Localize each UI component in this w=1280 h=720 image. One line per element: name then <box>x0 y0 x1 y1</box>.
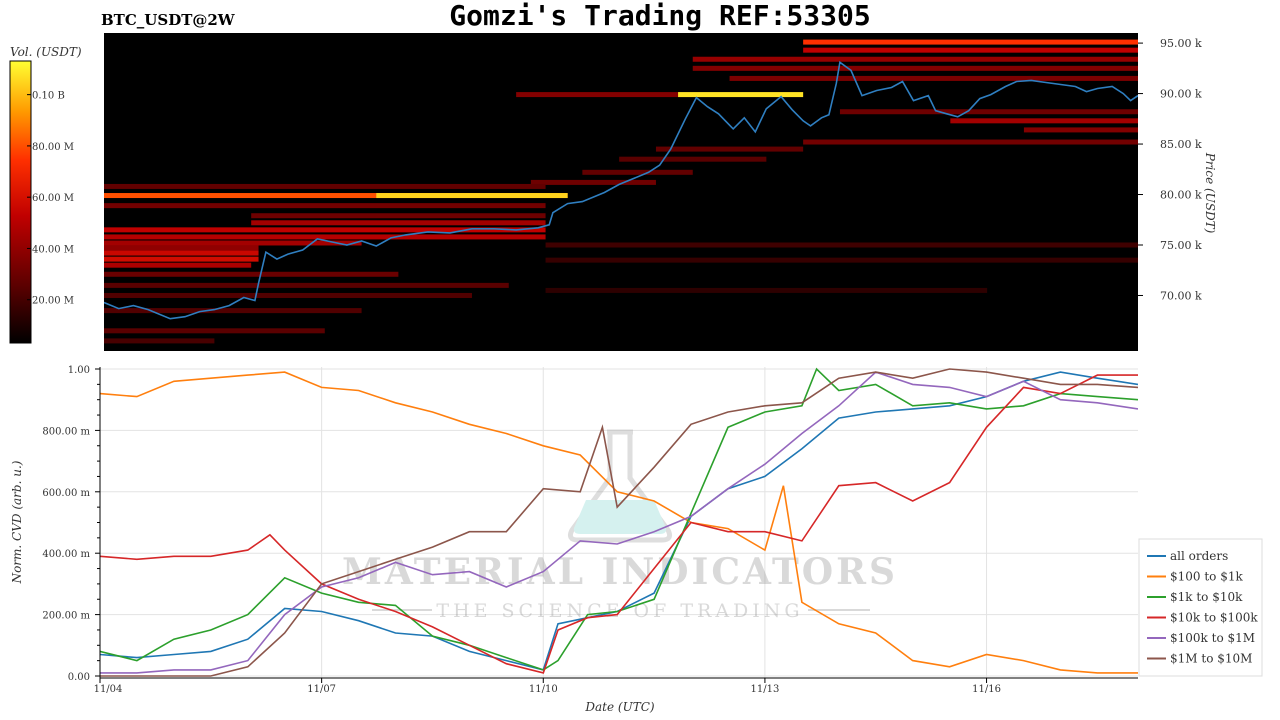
cvd-y-tick-label: 200.00 m <box>42 611 90 622</box>
price-tick-label: 90.00 k <box>1160 88 1202 101</box>
liquidity-band-3 <box>516 92 679 98</box>
heatmap-background <box>104 33 1138 351</box>
cvd-y-tick-label: 400.00 m <box>42 549 90 560</box>
liquidity-band-26 <box>104 256 259 262</box>
liquidity-band-28 <box>104 271 399 277</box>
cvd-x-tick-label: 11/07 <box>307 684 336 695</box>
colorbar-tick-label: 0.10 B <box>32 91 65 102</box>
colorbar-tick-label: 80.00 M <box>32 142 74 153</box>
liquidity-band-13 <box>655 146 804 152</box>
legend-label: $100 to $1k <box>1170 570 1243 584</box>
liquidity-band-29 <box>104 282 509 288</box>
cvd-y-tick-label: 1.00 <box>68 365 90 376</box>
price-tick-label: 80.00 k <box>1160 189 1202 202</box>
watermark-brand: MATERIAL INDICATORS <box>342 551 898 593</box>
legend-label: $100k to $1M <box>1170 631 1255 645</box>
x-axis-label: Date (UTC) <box>584 700 654 714</box>
colorbar-tick-label: 60.00 M <box>32 193 74 204</box>
cvd-axis-ticks: 0.00 200.00 m 400.00 m 600.00 m 800.00 m 1.00… <box>42 365 1001 695</box>
price-tick-label: 75.00 k <box>1160 239 1202 252</box>
colorbar-ticks: 0.10 B 80.00 M 60.00 M 40.00 M 20.00 M <box>27 91 74 307</box>
legend: all orders $100 to $1k $1k to $10k $10k to … <box>1147 549 1258 666</box>
liquidity-band-35 <box>545 257 1138 263</box>
watermark: MATERIAL INDICATORS THE SCIENCE OF TRADI… <box>342 429 898 622</box>
liquidity-band-15 <box>582 169 693 175</box>
liquidity-band-24 <box>104 245 259 251</box>
liquidity-band-31 <box>104 308 362 314</box>
liquidity-band-22 <box>104 234 546 240</box>
cvd-series-5 <box>100 368 1138 677</box>
liquidity-band-14 <box>619 156 767 162</box>
cvd-y-tick-label: 600.00 m <box>42 488 90 499</box>
cvd-y-tick-label: 0.00 <box>68 672 90 683</box>
heatmap-bands <box>104 39 1138 344</box>
colorbar <box>9 60 32 344</box>
colorbar-tick-label: 40.00 M <box>32 244 74 255</box>
colorbar-label: Vol. (USDT) <box>10 45 82 59</box>
liquidity-band-1 <box>376 193 568 199</box>
colorbar-tick-label: 20.00 M <box>32 296 74 307</box>
liquidity-band-20 <box>251 220 546 226</box>
price-axis-label: Price (USDT) <box>1203 152 1217 234</box>
cvd-axis-label: Norm. CVD (arb. u.) <box>10 460 24 584</box>
flask-liquid-icon <box>573 500 667 534</box>
price-tick-label: 70.00 k <box>1160 289 1202 302</box>
liquidity-band-12 <box>803 139 1138 145</box>
legend-box <box>1138 538 1263 677</box>
cvd-y-tick-label: 800.00 m <box>42 426 90 437</box>
liquidity-band-18 <box>104 203 546 209</box>
liquidity-band-5 <box>803 47 1138 53</box>
liquidity-band-0 <box>104 193 568 199</box>
flask-icon <box>568 429 672 543</box>
liquidity-band-9 <box>839 109 1138 115</box>
liquidity-band-27 <box>104 262 252 268</box>
liquidity-band-10 <box>950 118 1138 124</box>
liquidity-band-33 <box>104 338 215 344</box>
liquidity-band-36 <box>545 287 988 293</box>
liquidity-band-8 <box>729 75 1138 81</box>
cvd-x-tick-label: 11/16 <box>972 684 1001 695</box>
cvd-lines <box>100 367 1138 677</box>
liquidity-band-32 <box>104 328 325 334</box>
cvd-series-2 <box>100 367 1138 671</box>
liquidity-band-16 <box>530 179 656 185</box>
liquidity-band-30 <box>104 292 472 298</box>
liquidity-band-11 <box>1023 127 1138 133</box>
cvd-x-tick-label: 11/10 <box>529 684 558 695</box>
legend-label: $10k to $100k <box>1170 611 1258 625</box>
liquidity-band-17 <box>104 183 546 189</box>
legend-label: all orders <box>1170 549 1228 563</box>
liquidity-band-21 <box>104 227 546 233</box>
cvd-x-tick-label: 11/04 <box>94 684 123 695</box>
cvd-x-tick-label: 11/13 <box>750 684 779 695</box>
price-tick-label: 85.00 k <box>1160 138 1202 151</box>
liquidity-band-25 <box>104 250 259 256</box>
liquidity-band-4 <box>803 39 1138 45</box>
cvd-series-1 <box>100 371 1138 674</box>
price-line <box>104 60 1138 320</box>
liquidity-band-2 <box>678 92 804 98</box>
liquidity-band-19 <box>251 213 546 219</box>
chart-title: Gomzi's Trading REF:53305 <box>449 0 870 32</box>
legend-label: $1k to $10k <box>1170 590 1243 604</box>
price-tick-label: 95.00 k <box>1160 37 1202 50</box>
cvd-series-3 <box>100 374 1138 674</box>
liquidity-band-7 <box>692 65 1138 71</box>
liquidity-band-6 <box>692 56 1138 62</box>
symbol-label: BTC_USDT@2W <box>101 11 236 29</box>
liquidity-band-23 <box>104 240 362 246</box>
legend-label: $1M to $10M <box>1170 652 1252 666</box>
cvd-series-4 <box>100 371 1138 674</box>
price-axis: 70.00 k 75.00 k 80.00 k 85.00 k 90.00 k 95.00… <box>1138 37 1202 302</box>
liquidity-band-34 <box>545 242 1138 248</box>
